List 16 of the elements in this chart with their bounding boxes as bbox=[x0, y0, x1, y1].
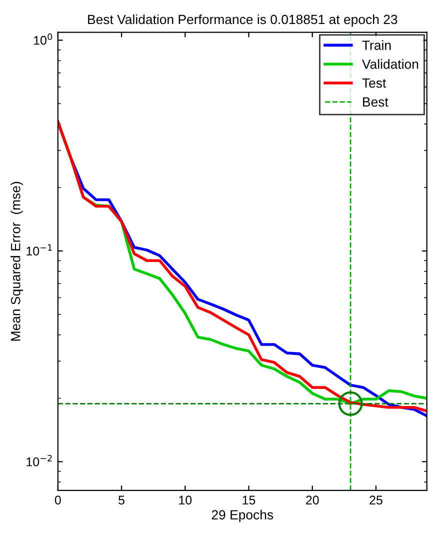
x-tick-label: 0 bbox=[54, 496, 61, 505]
y-tick-label: 10$^{−2}$ bbox=[26, 454, 52, 466]
x-tick-label: 5 bbox=[118, 496, 124, 505]
x-axis-title: 29 Epochs bbox=[212, 510, 274, 522]
ref-line-label: Best bbox=[363, 97, 388, 107]
legend-label: Validation bbox=[362, 59, 418, 69]
chart-title: Best Validation Performance is 0.018851 at epoch 23 bbox=[88, 14, 398, 27]
x-tick-label: 15 bbox=[242, 496, 256, 505]
y-tick-label: 10$^{−1}$ bbox=[26, 244, 52, 256]
x-tick-label: 25 bbox=[370, 496, 382, 505]
x-tick-label: 20 bbox=[306, 496, 319, 505]
legend-label: Train bbox=[362, 40, 391, 50]
x-tick-label: 10 bbox=[179, 496, 192, 505]
legend-label: Test bbox=[362, 78, 386, 88]
y-tick-label: 10$^{0}$ bbox=[34, 33, 52, 45]
y-axis-title: Mean Squared Error (mse) bbox=[10, 182, 23, 341]
